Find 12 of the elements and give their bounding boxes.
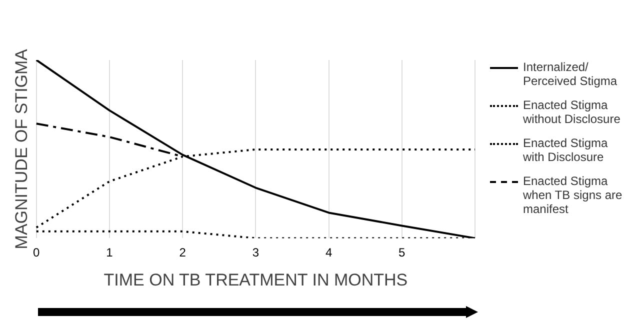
x-tick-label: 4 bbox=[325, 246, 332, 260]
x-tick-label: 3 bbox=[252, 246, 260, 260]
x-tick-label: 2 bbox=[179, 246, 186, 260]
x-tick-label: 5 bbox=[398, 246, 406, 260]
legend-label: Enacted Stigma without Disclosure bbox=[523, 98, 622, 126]
legend-label: Enacted Stigma with Disclosure bbox=[523, 136, 609, 164]
legend-label: Enacted Stigma when TB signs are manifest bbox=[523, 174, 624, 216]
x-tick-label: 0 bbox=[33, 246, 40, 260]
y-axis-title: MAGNITUDE OF STIGMA bbox=[12, 48, 31, 250]
x-axis-title: TIME ON TB TREATMENT IN MONTHS bbox=[104, 270, 408, 290]
legend-label: Internalized/ Perceived Stigma bbox=[523, 60, 618, 88]
x-tick-label: 1 bbox=[106, 246, 114, 260]
